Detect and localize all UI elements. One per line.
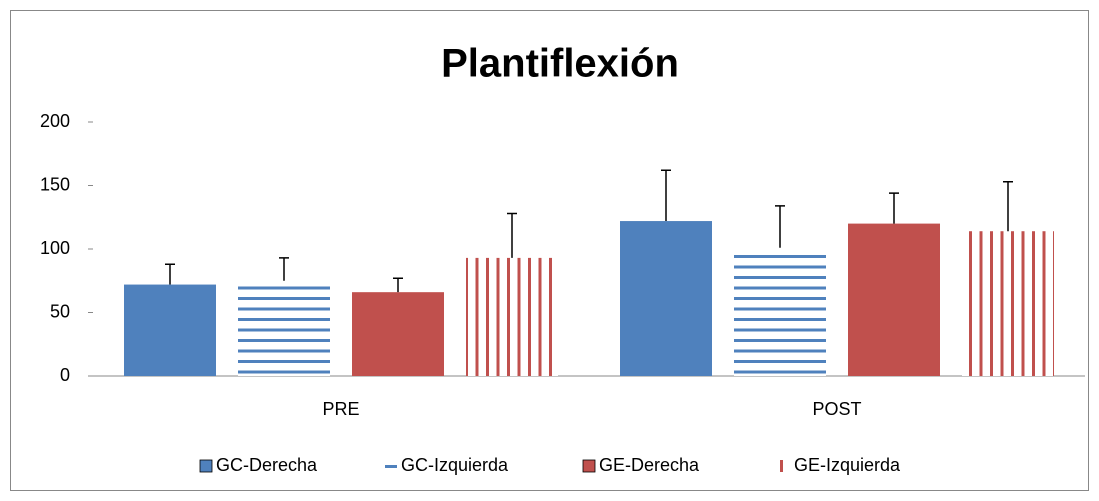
bar: [962, 231, 1054, 376]
x-tick-label: POST: [812, 399, 861, 419]
chart-title: Plantiflexión: [441, 42, 679, 86]
error-bar: [661, 169, 671, 222]
x-tick-label: PRE: [322, 399, 359, 419]
error-bar: [889, 192, 899, 224]
error-bar: [393, 277, 403, 293]
y-tick-label: 150: [40, 174, 70, 194]
legend-label: GE-Derecha: [599, 455, 700, 475]
bar: [352, 292, 444, 376]
legend-swatch: [199, 459, 213, 473]
bar: [124, 284, 216, 376]
bar: [466, 257, 558, 376]
legend-label: GC-Izquierda: [401, 455, 509, 475]
error-bar: [279, 257, 289, 281]
error-bar: [165, 263, 175, 285]
legend-swatch: [385, 460, 397, 472]
legend-label: GE-Izquierda: [794, 455, 901, 475]
bar: [238, 280, 330, 376]
y-tick-label: 0: [60, 365, 70, 385]
legend-swatch: [778, 460, 790, 472]
legend-swatch: [582, 459, 596, 473]
y-tick-label: 200: [40, 111, 70, 131]
bar: [620, 221, 712, 376]
error-bar: [507, 212, 517, 258]
error-bar: [775, 205, 785, 248]
bar: [848, 223, 940, 376]
legend-label: GC-Derecha: [216, 455, 318, 475]
y-tick-label: 100: [40, 238, 70, 258]
bar: [734, 247, 826, 376]
error-bar: [1003, 180, 1013, 232]
y-tick-label: 50: [50, 301, 70, 321]
